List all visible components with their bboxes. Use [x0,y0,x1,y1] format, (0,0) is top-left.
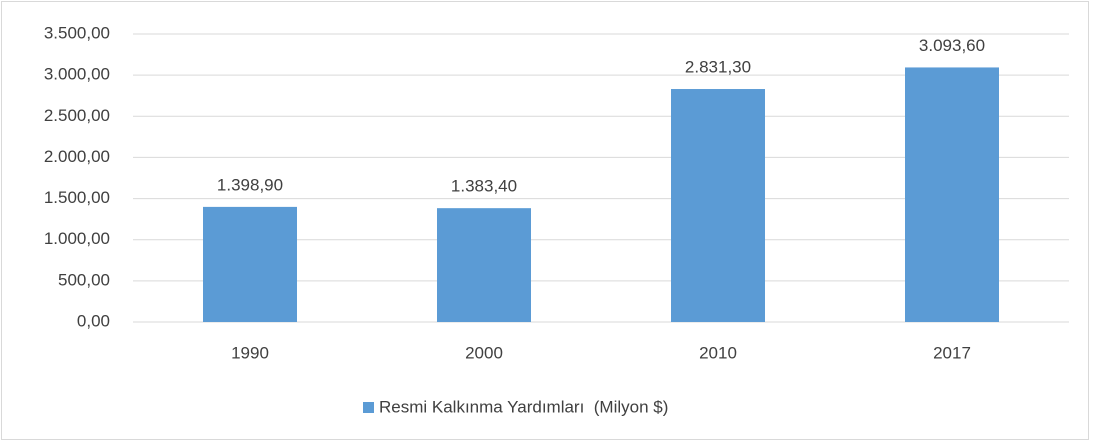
y-tick-label: 1.500,00 [44,188,110,207]
data-label: 3.093,60 [919,36,985,55]
bar [437,208,531,322]
bar [905,67,999,322]
x-tick-label: 2000 [465,343,503,362]
y-tick-label: 3.000,00 [44,65,110,84]
data-label: 2.831,30 [685,58,751,77]
legend-label: Resmi Kalkınma Yardımları (Milyon $) [379,397,668,416]
y-tick-label: 3.500,00 [44,23,110,42]
x-tick-label: 2010 [699,343,737,362]
y-tick-label: 500,00 [58,270,110,289]
data-label: 1.398,90 [217,175,283,194]
bar [671,89,765,322]
y-tick-label: 0,00 [77,311,110,330]
x-tick-label: 1990 [231,343,269,362]
x-tick-label: 2017 [933,343,971,362]
legend-swatch [363,402,374,413]
y-tick-label: 2.500,00 [44,106,110,125]
y-tick-label: 2.000,00 [44,147,110,166]
y-tick-label: 1.000,00 [44,229,110,248]
data-label: 1.383,40 [451,177,517,196]
bar [203,206,297,322]
